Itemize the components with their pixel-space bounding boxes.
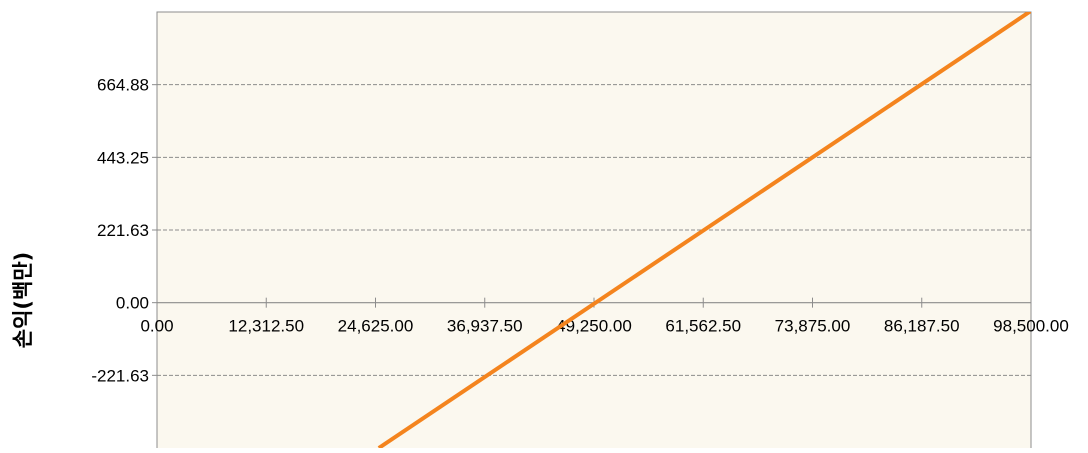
series-group: [377, 12, 1031, 450]
x-tick-label: 36,937.50: [447, 317, 523, 336]
x-tick-label: 49,250.00: [556, 317, 632, 336]
x-tick-label: 98,500.00: [993, 317, 1069, 336]
x-axis: 0.00 12,312.50 24,625.00 36,937.50 49,250.00…: [140, 297, 1069, 336]
series-line: [377, 12, 1031, 450]
x-tick-label: 61,562.50: [665, 317, 741, 336]
y-axis-label: 손익(백만): [11, 252, 35, 348]
gridlines: [157, 84, 1031, 376]
y-tick-label: 0.00: [116, 294, 149, 313]
x-tick-label: 0.00: [140, 317, 173, 336]
x-tick-label: 12,312.50: [228, 317, 304, 336]
y-axis: -221.63 0.00 221.63 443.25 664.88: [91, 76, 157, 385]
y-tick-label: -221.63: [91, 366, 149, 385]
y-tick-label: 221.63: [97, 221, 149, 240]
x-tick-label: 73,875.00: [775, 317, 851, 336]
y-tick-label: 664.88: [97, 76, 149, 95]
y-tick-label: 443.25: [97, 148, 149, 167]
x-tick-label: 24,625.00: [338, 317, 414, 336]
x-tick-label: 86,187.50: [884, 317, 960, 336]
plot-area: [156, 11, 1032, 451]
